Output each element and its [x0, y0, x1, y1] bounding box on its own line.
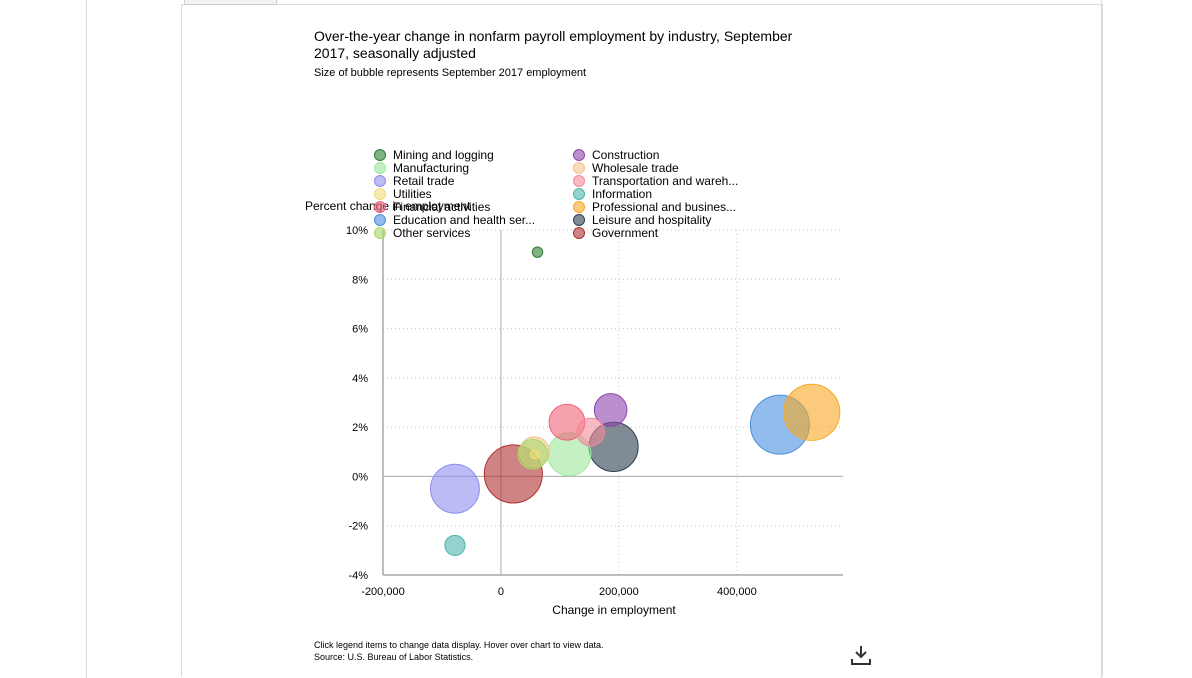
x-axis-label: Change in employment: [552, 603, 676, 617]
legend-marker: [374, 162, 386, 174]
legend-label: Professional and busines...: [592, 200, 736, 214]
page-frame: [86, 0, 1102, 678]
y-tick-label: -4%: [348, 570, 368, 582]
legend-item[interactable]: Education and health ser...: [374, 213, 536, 227]
legend-marker: [374, 227, 386, 239]
legend-item[interactable]: Other services: [374, 226, 471, 240]
tab-stub[interactable]: [184, 0, 277, 5]
legend-marker: [374, 214, 386, 226]
legend-item[interactable]: Utilities: [374, 187, 432, 201]
y-tick-label: 6%: [352, 324, 368, 336]
bubble[interactable]: [530, 449, 541, 460]
legend-label: Utilities: [393, 187, 432, 201]
bubble[interactable]: [593, 393, 628, 427]
legend-marker: [573, 227, 585, 239]
legend-item[interactable]: Wholesale trade: [573, 161, 680, 175]
chart-panel: [181, 4, 1103, 677]
legend-item[interactable]: Transportation and wareh...: [573, 174, 739, 188]
legend-marker: [573, 175, 585, 187]
legend-label: Mining and logging: [393, 148, 494, 162]
footer-instructions: Click legend items to change data displa…: [314, 640, 604, 650]
x-tick-label: -200,000: [361, 586, 404, 598]
tick-labels: -4% -2% 0% 2% 4% 6% 8% 10% -200,000 0 200,000 400,0…: [346, 225, 757, 598]
legend-item[interactable]: Government: [573, 226, 659, 240]
legend-label: Education and health ser...: [393, 213, 535, 227]
bubble[interactable]: [531, 246, 544, 258]
legend-marker: [573, 214, 585, 226]
legend-marker: [573, 149, 585, 161]
legend-label: Other services: [393, 226, 470, 240]
legend-label: Construction: [592, 148, 659, 162]
legend-item[interactable]: Financial activities: [374, 200, 491, 214]
legend-marker: [573, 162, 585, 174]
y-axis-label: Percent change in employment: [305, 199, 471, 213]
legend-item[interactable]: Mining and logging: [374, 148, 494, 162]
legend-label: Financial activities: [393, 200, 490, 214]
footer-note: Click legend items to change data displa…: [314, 639, 603, 663]
legend-marker: [374, 201, 386, 213]
legend-item[interactable]: Manufacturing: [374, 161, 470, 175]
legend-label: Information: [592, 187, 652, 201]
chart-subtitle: Size of bubble represents September 2017…: [314, 67, 587, 79]
x-tick-label: 0: [498, 586, 504, 598]
legend-marker: [573, 201, 585, 213]
legend-item[interactable]: Construction: [573, 148, 660, 162]
y-tick-label: -2%: [348, 521, 368, 533]
legend-label: Leisure and hospitality: [592, 213, 711, 227]
bubble[interactable]: [430, 463, 480, 514]
legend-item[interactable]: Information: [573, 187, 653, 201]
y-tick-label: 2%: [352, 422, 368, 434]
legend[interactable]: Mining and logging Construction Manufactur…: [374, 148, 739, 240]
legend-item[interactable]: Leisure and hospitality: [573, 213, 712, 227]
y-tick-label: 4%: [352, 373, 368, 385]
legend-marker: [374, 175, 386, 187]
legend-item[interactable]: Professional and busines...: [573, 200, 737, 214]
bubble[interactable]: [576, 417, 605, 447]
legend-label: Retail trade: [393, 174, 455, 188]
bubbles[interactable]: [430, 246, 841, 557]
legend-marker: [374, 188, 386, 200]
legend-label: Manufacturing: [393, 161, 469, 175]
bubble[interactable]: [444, 534, 466, 557]
download-icon[interactable]: [850, 644, 872, 666]
legend-label: Government: [592, 226, 659, 240]
legend-marker: [374, 149, 386, 161]
y-tick-label: 0%: [352, 471, 368, 483]
legend-label: Wholesale trade: [592, 161, 679, 175]
footer-source: Source: U.S. Bureau of Labor Statistics.: [314, 652, 474, 662]
y-tick-label: 8%: [352, 274, 368, 286]
x-tick-label: 400,000: [717, 586, 757, 598]
bubble[interactable]: [783, 383, 841, 441]
y-tick-label: 10%: [346, 225, 368, 237]
chart-title: Over-the-year change in nonfarm payroll …: [314, 28, 793, 61]
legend-label: Transportation and wareh...: [592, 174, 738, 188]
legend-item[interactable]: Retail trade: [374, 174, 455, 188]
legend-marker: [573, 188, 585, 200]
x-tick-label: 200,000: [599, 586, 639, 598]
